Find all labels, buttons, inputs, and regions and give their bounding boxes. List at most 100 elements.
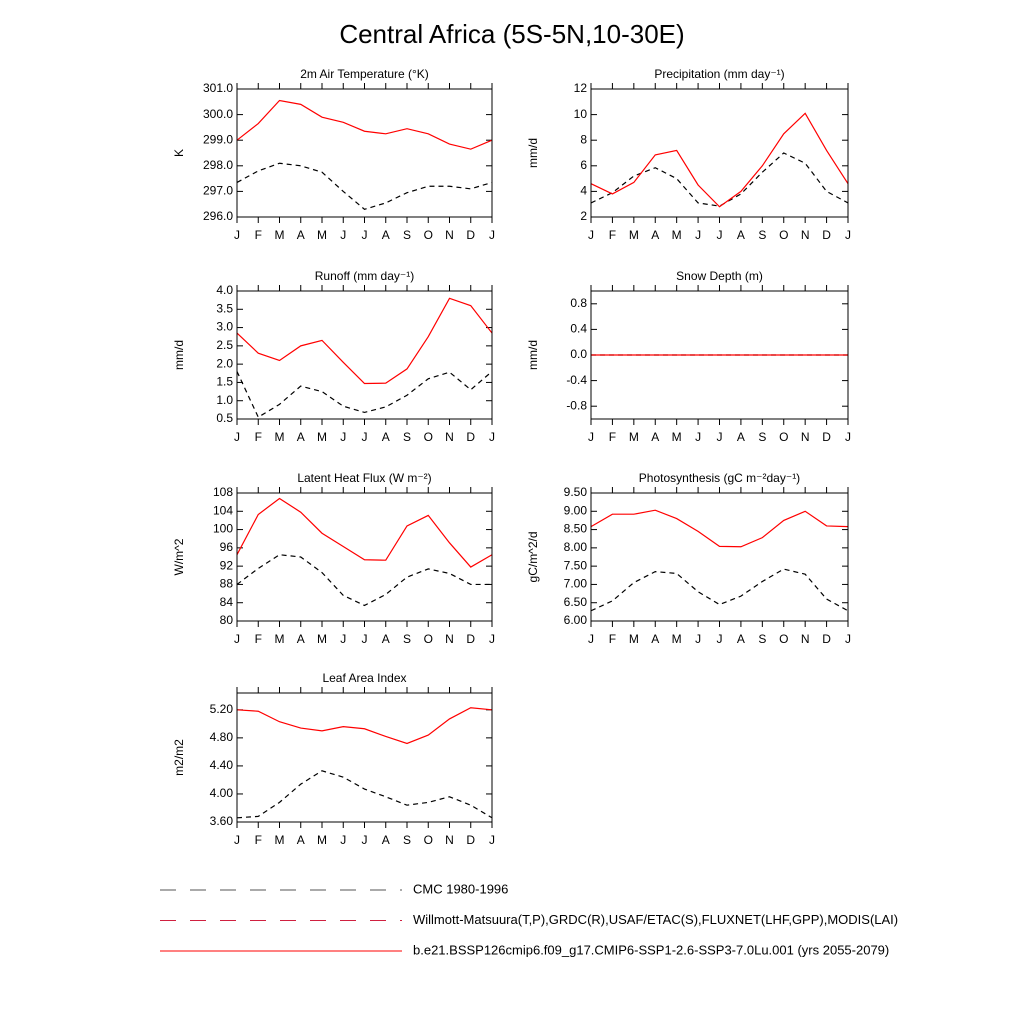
series-line xyxy=(590,152,849,207)
y-axis-label: mm/d xyxy=(172,340,186,370)
x-tick-label: J xyxy=(362,430,368,444)
x-tick-label: J xyxy=(362,228,368,242)
x-tick-label: N xyxy=(801,430,810,444)
x-tick-label: J xyxy=(845,430,851,444)
x-tick-label: O xyxy=(424,228,433,242)
x-tick-label: O xyxy=(424,632,433,646)
x-tick-label: S xyxy=(758,632,766,646)
x-tick-label: D xyxy=(822,430,831,444)
x-tick-label: J xyxy=(340,632,346,646)
y-tick-label: 3.60 xyxy=(210,814,234,828)
y-tick-label: 0.0 xyxy=(570,347,587,361)
x-tick-label: J xyxy=(234,430,240,444)
x-tick-label: S xyxy=(758,228,766,242)
series-line xyxy=(236,554,492,607)
y-axis-label: gC/m^2/d xyxy=(526,532,540,583)
x-tick-label: J xyxy=(695,430,701,444)
y-tick-label: -0.4 xyxy=(566,373,587,387)
x-tick-label: A xyxy=(382,430,390,444)
x-tick-label: J xyxy=(845,228,851,242)
y-tick-label: 7.50 xyxy=(564,558,588,572)
panel: Leaf Area Index m2/m2 3.60 4.00 4.40 4.80 5.20… xyxy=(172,671,495,847)
x-tick-label: O xyxy=(424,430,433,444)
y-tick-label: 296.0 xyxy=(203,209,233,223)
plot-frame xyxy=(236,290,493,420)
x-tick-label: J xyxy=(717,430,723,444)
x-tick-label: J xyxy=(340,430,346,444)
x-tick-label: D xyxy=(822,632,831,646)
panel-title: Photosynthesis (gC m⁻²day⁻¹) xyxy=(639,471,800,485)
y-tick-label: 9.00 xyxy=(564,503,588,517)
x-tick-label: J xyxy=(362,833,368,847)
x-tick-label: A xyxy=(737,430,745,444)
series-line xyxy=(236,162,493,210)
y-tick-label: 2.0 xyxy=(216,356,233,370)
plot-frame xyxy=(590,88,849,218)
x-tick-label: M xyxy=(672,632,682,646)
x-tick-label: M xyxy=(275,632,285,646)
y-tick-label: 298.0 xyxy=(203,158,233,172)
x-tick-label: J xyxy=(588,632,594,646)
series-line xyxy=(590,509,849,548)
x-tick-label: J xyxy=(489,833,495,847)
plot-frame xyxy=(590,492,849,622)
y-tick-label: 6 xyxy=(580,158,587,172)
y-tick-label: 0.5 xyxy=(216,411,233,425)
y-tick-label: 4 xyxy=(580,184,587,198)
x-tick-label: J xyxy=(717,228,723,242)
series-line xyxy=(590,112,849,208)
x-tick-label: J xyxy=(489,228,495,242)
y-axis-label: W/m^2 xyxy=(172,538,186,575)
x-tick-label: A xyxy=(651,228,659,242)
y-tick-label: 10 xyxy=(574,107,588,121)
x-tick-label: A xyxy=(297,430,305,444)
x-tick-label: N xyxy=(801,228,810,242)
x-tick-label: M xyxy=(629,430,639,444)
x-tick-label: J xyxy=(695,228,701,242)
y-tick-label: 8 xyxy=(580,132,587,146)
legend-label: Willmott-Matsuura(T,P),GRDC(R),USAF/ETAC… xyxy=(413,912,898,927)
panel-title: Latent Heat Flux (W m⁻²) xyxy=(297,471,431,485)
x-tick-label: D xyxy=(466,632,475,646)
series-line xyxy=(236,707,493,745)
panel-title: 2m Air Temperature (°K) xyxy=(300,67,429,81)
x-tick-label: S xyxy=(403,430,411,444)
x-tick-label: A xyxy=(297,833,305,847)
plot-frame xyxy=(236,88,493,218)
panel: 2m Air Temperature (°K) K 296.0 297.0 298.0 2… xyxy=(172,67,495,242)
y-tick-label: 96 xyxy=(220,540,234,554)
x-tick-label: F xyxy=(255,430,262,444)
x-tick-label: M xyxy=(317,632,327,646)
series-line xyxy=(236,297,493,385)
x-tick-label: J xyxy=(234,228,240,242)
y-tick-label: 0.4 xyxy=(570,322,587,336)
legend-label: CMC 1980-1996 xyxy=(413,881,508,896)
y-tick-label: 9.50 xyxy=(564,485,588,499)
x-tick-label: M xyxy=(317,833,327,847)
panel-title: Runoff (mm day⁻¹) xyxy=(315,269,414,283)
x-tick-label: M xyxy=(275,228,285,242)
y-tick-label: 108 xyxy=(213,485,233,499)
x-tick-label: A xyxy=(651,430,659,444)
y-tick-label: 6.50 xyxy=(564,595,588,609)
y-tick-label: -0.8 xyxy=(566,398,587,412)
x-tick-label: J xyxy=(845,632,851,646)
y-tick-label: 4.80 xyxy=(210,730,234,744)
y-tick-label: 4.40 xyxy=(210,758,234,772)
x-tick-label: A xyxy=(382,228,390,242)
x-tick-label: M xyxy=(672,228,682,242)
y-tick-label: 297.0 xyxy=(203,184,233,198)
x-tick-label: J xyxy=(717,632,723,646)
x-tick-label: N xyxy=(445,430,454,444)
y-tick-label: 104 xyxy=(213,503,233,517)
x-tick-label: J xyxy=(489,632,495,646)
x-tick-label: J xyxy=(340,833,346,847)
x-tick-label: S xyxy=(758,430,766,444)
plot-frame xyxy=(236,492,493,622)
x-tick-label: A xyxy=(651,632,659,646)
x-tick-label: A xyxy=(737,632,745,646)
x-tick-label: J xyxy=(489,430,495,444)
legend-label: b.e21.BSSP126cmip6.f09_g17.CMIP6-SSP1-2.… xyxy=(413,942,889,957)
x-tick-label: A xyxy=(382,632,390,646)
